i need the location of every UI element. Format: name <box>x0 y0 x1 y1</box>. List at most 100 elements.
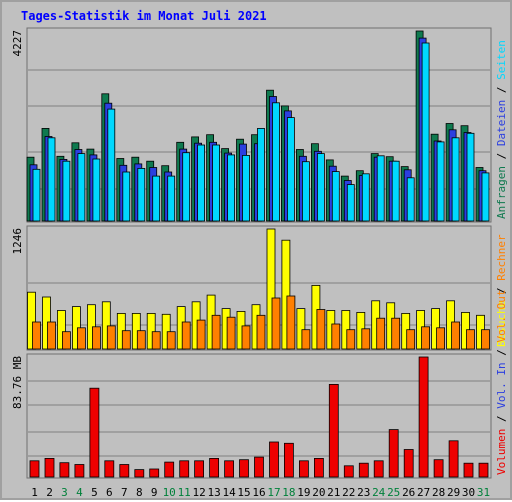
x-tick-label-day-25: 25 <box>387 486 400 499</box>
x-tick-label-day-14: 14 <box>222 486 236 499</box>
bar-volumen-day-4 <box>74 464 85 478</box>
bar-volumen-day-16 <box>254 456 264 478</box>
bar-seiten-day-23 <box>361 173 370 222</box>
x-tick-label-day-30: 30 <box>462 486 475 499</box>
bar-volumen-day-29 <box>448 440 459 478</box>
bar-besuche-day-3 <box>57 310 66 350</box>
bar-seiten-day-21 <box>331 171 340 222</box>
y-axis-max-label: 83.76 MB <box>11 356 24 409</box>
bar-volumen-day-26 <box>403 449 414 478</box>
bar-volumen-day-12 <box>194 460 205 478</box>
x-tick-label-day-11: 11 <box>178 486 191 499</box>
bar-besuche-day-17 <box>266 228 276 350</box>
x-tick-label-day-17: 17 <box>267 486 280 499</box>
bar-besuche-day-6 <box>101 301 111 350</box>
x-tick-label-day-21: 21 <box>327 486 340 499</box>
bar-rechner-day-12 <box>196 319 206 350</box>
bar-rechner-day-8 <box>136 330 146 350</box>
bar-volumen-day-5 <box>89 387 100 478</box>
bar-seiten-day-27 <box>421 42 430 222</box>
bar-rechner-day-18 <box>286 295 296 350</box>
bar-rechner-day-16 <box>256 314 266 350</box>
legend-entry: / <box>495 281 508 301</box>
x-tick-label-day-27: 27 <box>417 486 430 499</box>
bar-rechner-day-21 <box>331 323 341 350</box>
bar-rechner-day-10 <box>166 331 176 350</box>
right-legend: Besuche / Rechner <box>495 234 508 347</box>
bar-seiten-day-29 <box>451 137 460 222</box>
bar-volumen-day-18 <box>283 442 294 478</box>
bar-rechner-day-28 <box>436 327 446 350</box>
legend-entry: Volumen <box>495 429 508 475</box>
bar-seiten-day-6 <box>107 108 116 222</box>
bar-volumen-day-7 <box>119 464 130 478</box>
bar-volumen-day-10 <box>164 461 175 478</box>
bar-volumen-day-2 <box>44 457 55 478</box>
bar-seiten-day-26 <box>406 177 415 222</box>
bar-volumen-day-6 <box>104 460 115 478</box>
legend-entry: Rechner <box>495 234 508 281</box>
x-tick-label-day-8: 8 <box>136 486 143 499</box>
bar-rechner-day-3 <box>62 331 71 350</box>
y-axis-max-label: 1246 <box>11 228 24 255</box>
bar-volumen-day-9 <box>149 468 160 478</box>
bar-rechner-day-25 <box>391 317 401 350</box>
bar-seiten-day-7 <box>122 171 131 222</box>
legend-entry: Dateien <box>495 100 508 146</box>
bar-rechner-day-31 <box>481 329 490 350</box>
bar-volumen-day-8 <box>134 469 145 478</box>
bar-seiten-day-16 <box>257 128 265 222</box>
bar-volumen-day-22 <box>343 465 354 478</box>
right-legend: Volumen / Vol. In / Vol. Out <box>495 290 508 475</box>
x-tick-label-day-9: 9 <box>151 486 158 499</box>
bar-rechner-day-19 <box>301 329 311 350</box>
right-legend: Anfragen / Dateien / Seiten <box>495 40 508 219</box>
bar-seiten-day-5 <box>92 158 101 222</box>
y-axis-max-label: 4227 <box>11 30 24 57</box>
x-tick-label-day-29: 29 <box>447 486 460 499</box>
x-tick-label-day-15: 15 <box>237 486 250 499</box>
bar-volumen-day-14 <box>224 460 235 478</box>
bar-seiten-day-12 <box>197 144 206 222</box>
bar-seiten-day-30 <box>466 132 475 222</box>
bar-seiten-day-3 <box>62 160 71 222</box>
bar-rechner-day-17 <box>271 297 281 350</box>
x-tick-label-day-2: 2 <box>46 486 53 499</box>
bar-rechner-day-11 <box>181 321 191 350</box>
bar-rechner-day-6 <box>106 325 116 350</box>
bar-seiten-day-2 <box>47 137 56 222</box>
bar-seiten-day-28 <box>436 141 445 222</box>
bar-volumen-day-25 <box>388 429 399 478</box>
x-tick-label-day-5: 5 <box>91 486 98 499</box>
bar-seiten-day-25 <box>391 160 400 222</box>
bar-rechner-day-13 <box>211 314 221 350</box>
bar-volumen-day-24 <box>373 460 384 478</box>
bar-volumen-day-30 <box>463 462 474 478</box>
bar-rechner-day-2 <box>47 321 56 350</box>
bar-rechner-day-26 <box>406 329 416 350</box>
bar-seiten-day-13 <box>212 144 221 222</box>
bar-volumen-day-13 <box>209 457 220 478</box>
x-tick-label-day-18: 18 <box>282 486 295 499</box>
legend-entry: Besuche <box>495 301 508 347</box>
bar-rechner-day-14 <box>226 316 236 350</box>
bar-rechner-day-20 <box>316 309 326 350</box>
x-tick-label-day-13: 13 <box>207 486 220 499</box>
bar-seiten-day-19 <box>301 161 310 222</box>
x-tick-label-day-1: 1 <box>31 486 38 499</box>
bar-rechner-day-15 <box>241 325 251 350</box>
x-tick-label-day-28: 28 <box>432 486 445 499</box>
bar-seiten-day-31 <box>481 172 490 222</box>
bar-seiten-day-11 <box>182 152 191 222</box>
legend-entry: / <box>495 146 508 166</box>
bar-volumen-day-17 <box>269 441 279 478</box>
bar-volumen-day-1 <box>29 460 40 478</box>
bar-rechner-day-4 <box>77 327 86 350</box>
bar-volumen-day-21 <box>328 383 339 478</box>
bar-besuche-day-9 <box>146 312 156 350</box>
bar-rechner-day-5 <box>92 326 101 350</box>
legend-entry: Anfragen <box>495 166 508 219</box>
x-tick-label-day-20: 20 <box>312 486 325 499</box>
